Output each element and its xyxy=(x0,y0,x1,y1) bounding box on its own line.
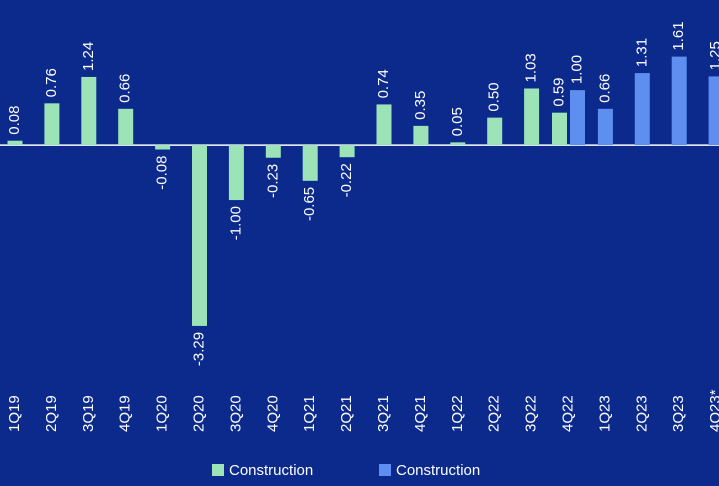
x-tick-label: 1Q21 xyxy=(301,395,318,432)
value-label: 0.08 xyxy=(6,105,23,134)
bar xyxy=(634,73,650,146)
bar xyxy=(552,112,567,146)
legend-swatch xyxy=(212,464,224,476)
x-tick-label: 4Q20 xyxy=(264,395,281,432)
value-label: -0.22 xyxy=(338,163,355,197)
legend-label: Construction xyxy=(229,462,313,479)
value-label: 1.00 xyxy=(568,55,585,84)
bar xyxy=(671,56,687,146)
value-label: 0.66 xyxy=(117,74,134,103)
x-tick-label: 1Q19 xyxy=(6,395,23,432)
bar xyxy=(413,125,429,146)
bar xyxy=(265,145,281,158)
bar xyxy=(81,76,97,146)
value-label: 0.05 xyxy=(449,107,466,136)
value-label: -3.29 xyxy=(190,332,207,366)
value-label: 0.66 xyxy=(596,74,613,103)
value-label: 0.74 xyxy=(375,69,392,98)
value-label: 1.31 xyxy=(633,38,650,67)
bar xyxy=(44,103,60,146)
bar xyxy=(228,145,244,201)
x-tick-label: 3Q19 xyxy=(80,395,97,432)
bar xyxy=(155,145,171,150)
x-tick-label: 3Q22 xyxy=(523,395,540,432)
bar xyxy=(118,108,134,146)
x-tick-label: 1Q23 xyxy=(596,395,613,432)
x-tick-label: 2Q23 xyxy=(633,395,650,432)
bar xyxy=(302,145,318,181)
x-tick-label: 1Q20 xyxy=(154,395,171,432)
x-tick-label: 3Q23 xyxy=(670,395,687,432)
x-tick-label: 2Q19 xyxy=(43,395,60,432)
legend-label: Construction xyxy=(396,462,480,479)
x-tick-label: 2Q20 xyxy=(190,395,207,432)
x-tick-label: 4Q23* xyxy=(707,389,719,432)
value-label: 0.59 xyxy=(550,77,567,106)
bar xyxy=(597,108,613,146)
bar xyxy=(570,90,585,146)
x-tick-label: 3Q21 xyxy=(375,395,392,432)
value-label: -0.23 xyxy=(264,164,281,198)
bar xyxy=(450,142,466,146)
x-tick-label: 4Q19 xyxy=(117,395,134,432)
value-label: -0.08 xyxy=(154,155,171,189)
value-label: 0.50 xyxy=(486,82,503,111)
bar xyxy=(376,104,392,146)
value-label: 0.76 xyxy=(43,68,60,97)
bar xyxy=(192,145,207,326)
x-tick-label: 1Q22 xyxy=(449,395,466,432)
legend-swatch xyxy=(379,464,391,476)
value-label: 1.25 xyxy=(707,41,719,70)
x-tick-label: 4Q22 xyxy=(559,395,576,432)
x-tick-label: 4Q21 xyxy=(412,395,429,432)
value-label: -0.65 xyxy=(301,187,318,221)
value-label: 1.03 xyxy=(523,53,540,82)
value-label: -1.00 xyxy=(227,206,244,240)
bar xyxy=(524,88,540,146)
bar xyxy=(487,117,503,146)
value-label: 0.35 xyxy=(412,91,429,120)
value-label: 1.24 xyxy=(80,42,97,71)
x-tick-label: 2Q22 xyxy=(486,395,503,432)
x-tick-label: 3Q20 xyxy=(227,395,244,432)
value-label: 1.61 xyxy=(670,21,687,50)
bar xyxy=(708,76,719,146)
x-tick-label: 2Q21 xyxy=(338,395,355,432)
bar xyxy=(339,145,355,158)
bar xyxy=(7,140,23,146)
